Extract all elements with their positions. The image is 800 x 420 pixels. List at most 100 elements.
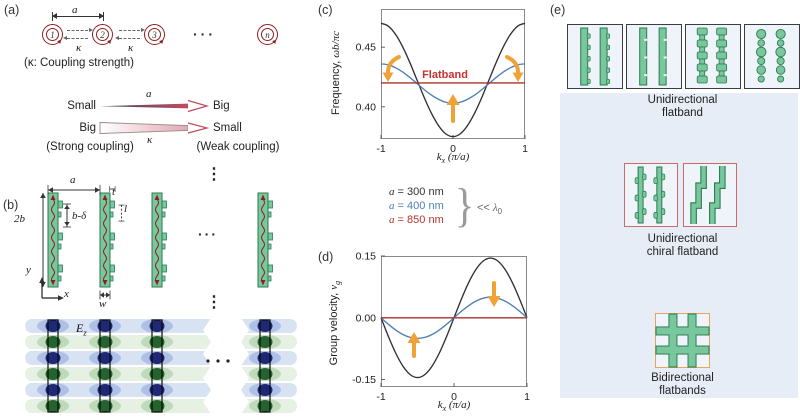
panel-a-label: (a) bbox=[4, 3, 20, 17]
structure-zigzag-bars bbox=[683, 163, 737, 227]
panel-d-label: (d) bbox=[318, 250, 334, 264]
structure-plain-bars bbox=[626, 24, 682, 89]
dashed-arrow-left-icon bbox=[63, 36, 67, 40]
ellipsis: ··· bbox=[198, 226, 218, 242]
dim-w-label: w bbox=[99, 298, 107, 310]
circulation-arrow-icon bbox=[57, 38, 63, 44]
chart-d-xlabel: kx (π/a) bbox=[437, 399, 471, 414]
resonator-number: 3 bbox=[152, 29, 157, 40]
kappa-label: κ bbox=[128, 42, 134, 54]
structure-plain-bars-drawing bbox=[639, 27, 667, 86]
row-a-right: Big bbox=[213, 100, 230, 112]
annotation-arrows bbox=[382, 55, 524, 123]
structure-grid-drawing bbox=[655, 313, 710, 368]
row-k-right: Small bbox=[213, 122, 242, 134]
caption-chiral-flatband-1: Unidirectional bbox=[647, 233, 718, 245]
dashed-arrow-right-icon bbox=[89, 28, 93, 32]
dimension-tick bbox=[103, 12, 104, 21]
x-tick-label: 1 bbox=[524, 391, 530, 403]
x-axis-label: x bbox=[64, 288, 69, 300]
frequency-dispersion-chart: -1 0 1 0.40 0.45 bbox=[356, 9, 528, 155]
legend-item-850nm: a = 850 nm bbox=[389, 214, 444, 226]
curve-a-300-nm bbox=[380, 22, 526, 138]
y-tick-label: -0.15 bbox=[352, 374, 376, 386]
caption-unidirectional-flatband-1: Unidirectional bbox=[647, 94, 718, 106]
structure-bumpy-bars bbox=[685, 24, 741, 89]
ellipsis: ··· bbox=[193, 26, 216, 42]
ez-field-plot bbox=[25, 318, 297, 414]
dim-b-delta-label: b-δ bbox=[72, 210, 87, 222]
panel-b-label: (b) bbox=[3, 198, 19, 212]
bidirectional-flatbands-structures bbox=[655, 313, 710, 368]
arrowhead-left-icon bbox=[52, 13, 57, 19]
strong-coupling-caption: (Strong coupling) bbox=[46, 141, 134, 153]
x-tick-label: -1 bbox=[376, 391, 385, 403]
chart-d-ylabel: Group velocity, vg bbox=[327, 280, 343, 366]
annotation-arrows bbox=[407, 281, 501, 358]
weak-coupling-caption: (Weak coupling) bbox=[196, 141, 280, 153]
x-tick-label: -1 bbox=[376, 143, 385, 155]
structure-notched-bars bbox=[567, 24, 623, 89]
resonator-2: 2 bbox=[92, 24, 113, 45]
waveguide-array-diagram bbox=[39, 185, 273, 301]
y-tick-label: 0.00 bbox=[356, 312, 377, 324]
unidirectional-chiral-flatband-structures bbox=[624, 163, 737, 227]
caption-bidirectional-2: flatbands bbox=[659, 385, 706, 397]
panel-e-label: (e) bbox=[550, 3, 566, 17]
coupling-strength-caption: (κ: Coupling strength) bbox=[24, 57, 134, 69]
legend-item-400nm: a = 400 nm bbox=[389, 200, 444, 212]
circulation-arrow-icon bbox=[159, 38, 165, 44]
field-ez-label: Ez bbox=[76, 321, 87, 338]
kappa-decrease-arrow bbox=[99, 122, 210, 134]
spacing-a-label: a bbox=[72, 4, 78, 16]
arrowhead-right-icon bbox=[99, 13, 104, 19]
dimension-tick bbox=[52, 12, 53, 21]
structure-zigzag-bars-drawing bbox=[690, 166, 726, 224]
row-k-arrow-label: κ bbox=[147, 134, 153, 146]
dashed-arrow-left-icon bbox=[115, 36, 119, 40]
y-tick-label: 0.45 bbox=[356, 42, 377, 54]
legend-wavelength-note: << λ0 bbox=[477, 202, 503, 217]
row-a-left: Small bbox=[67, 100, 96, 112]
lattice-spacing-dimension-arrow bbox=[52, 13, 104, 19]
dashed-arrow-right-icon bbox=[141, 28, 145, 32]
chart-c-ylabel: Frequency, ωb/πc bbox=[330, 31, 342, 115]
legend-item-300nm: a = 300 nm bbox=[389, 186, 444, 198]
resonator-number: 1 bbox=[50, 29, 55, 40]
unidirectional-flatband-structures bbox=[567, 24, 800, 89]
structure-chiral-bars-drawing bbox=[634, 166, 666, 224]
panel-c-label: (c) bbox=[318, 3, 333, 17]
caption-unidirectional-flatband-2: flatband bbox=[662, 107, 703, 119]
structure-grid bbox=[655, 313, 710, 368]
caption-chiral-flatband-2: chiral flatband bbox=[646, 246, 719, 258]
y-tick-label: 0.40 bbox=[356, 101, 377, 113]
a-increase-arrow bbox=[100, 99, 210, 113]
coupling-arrows-2-3 bbox=[115, 28, 145, 41]
structure-chiral-bars bbox=[624, 163, 678, 227]
circulation-arrow-icon bbox=[272, 38, 278, 44]
resonator-n: n bbox=[257, 24, 278, 45]
resonator-3: 3 bbox=[144, 24, 165, 45]
dim-l-label: l bbox=[124, 203, 128, 215]
row-k-left: Big bbox=[79, 122, 96, 134]
x-tick-label: 0 bbox=[450, 143, 456, 155]
kappa-label: κ bbox=[76, 42, 82, 54]
coupling-arrows-1-2 bbox=[63, 28, 93, 41]
vertical-ellipsis: ⋮ bbox=[206, 166, 222, 183]
resonator-1: 1 bbox=[42, 24, 63, 45]
x-tick-label: 0 bbox=[451, 391, 457, 403]
circulation-arrow-icon bbox=[107, 38, 113, 44]
dim-2b-label: 2b bbox=[14, 213, 25, 225]
dim-a-label: a bbox=[70, 174, 76, 186]
x-tick-label: 1 bbox=[522, 143, 528, 155]
structure-dot-columns bbox=[744, 24, 800, 89]
vertical-ellipsis: ⋮ bbox=[206, 294, 222, 311]
resonator-number: 2 bbox=[100, 29, 105, 40]
dim-t-label: t bbox=[112, 186, 116, 198]
structure-bumpy-bars-drawing bbox=[696, 27, 728, 84]
y-tick-label: 0.15 bbox=[356, 251, 377, 263]
chart-c-xlabel: kx (π/a) bbox=[436, 151, 470, 166]
resonator-number: n bbox=[265, 29, 270, 40]
flatband-annotation: Flatband bbox=[422, 69, 468, 81]
